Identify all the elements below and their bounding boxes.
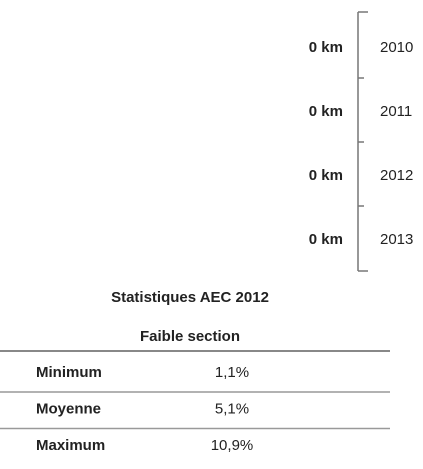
distance-label: 0 km xyxy=(309,167,343,184)
timeline-axis xyxy=(357,11,368,272)
distance-label: 0 km xyxy=(309,231,343,248)
stat-value: 5,1% xyxy=(215,400,249,417)
stats-title: Statistiques AEC 2012 xyxy=(111,289,269,306)
distance-label: 0 km xyxy=(309,39,343,56)
year-label: 2012 xyxy=(380,167,413,184)
stat-name: Maximum xyxy=(36,437,105,454)
stats-subtitle: Faible section xyxy=(140,328,240,345)
stat-name: Moyenne xyxy=(36,400,101,417)
distance-label: 0 km xyxy=(309,103,343,120)
year-label: 2013 xyxy=(380,231,413,248)
year-label: 2011 xyxy=(380,103,412,120)
stat-value: 1,1% xyxy=(215,364,249,381)
stat-value: 10,9% xyxy=(211,437,254,454)
stat-name: Minimum xyxy=(36,364,102,381)
year-label: 2010 xyxy=(380,39,413,56)
